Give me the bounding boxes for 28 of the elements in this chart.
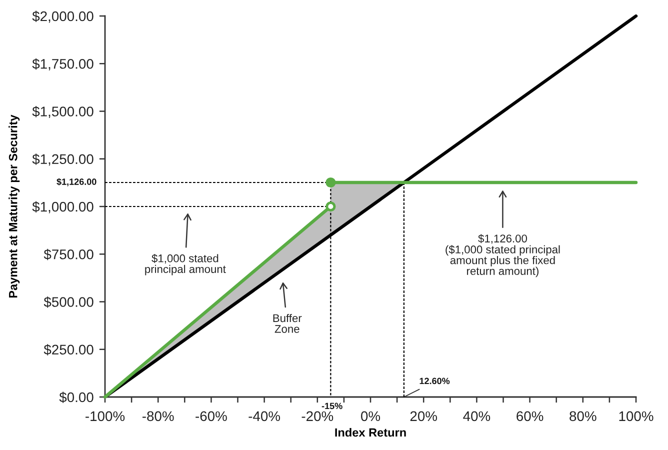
x-axis-title: Index Return (335, 428, 406, 437)
annotation: Buffer Zone (273, 314, 302, 333)
x-tick-label: 40% (463, 411, 490, 422)
y-tick-label: $1,250.00 (32, 154, 94, 166)
annotation: $1,126.00 (56, 178, 96, 186)
annotation: -15% (322, 402, 342, 410)
x-tick-label: 20% (410, 411, 438, 422)
y-tick-label: $1,750.00 (32, 58, 94, 70)
x-tick-label: 60% (516, 411, 544, 422)
x-tick-label: 0% (361, 411, 380, 422)
y-axis-title: Payment at Maturity per Security (8, 114, 20, 298)
y-tick-label: $1,500.00 (32, 106, 94, 118)
y-tick-label: $500.00 (44, 296, 94, 308)
x-tick-label: -40% (248, 411, 280, 422)
y-tick-label: $0.00 (59, 392, 94, 403)
annotation: $1,126.00 ($1,000 stated principal amount plus the fixed return amount) (446, 234, 560, 278)
y-tick-label: $250.00 (44, 344, 94, 356)
y-tick-label: $2,000.00 (32, 10, 94, 23)
y-tick-label: $750.00 (44, 248, 94, 260)
x-tick-label: -60% (196, 411, 227, 422)
x-tick-label: 80% (570, 411, 596, 422)
x-tick-label: -100% (86, 411, 125, 422)
y-tick-label: $1,000.00 (32, 201, 94, 214)
x-tick-label: -20% (302, 411, 334, 422)
annotation: $1,000 stated principal amount (145, 254, 226, 276)
x-tick-label: 100% (619, 411, 654, 422)
x-tick-label: -80% (142, 411, 174, 422)
annotation: 12.60% (420, 378, 450, 384)
